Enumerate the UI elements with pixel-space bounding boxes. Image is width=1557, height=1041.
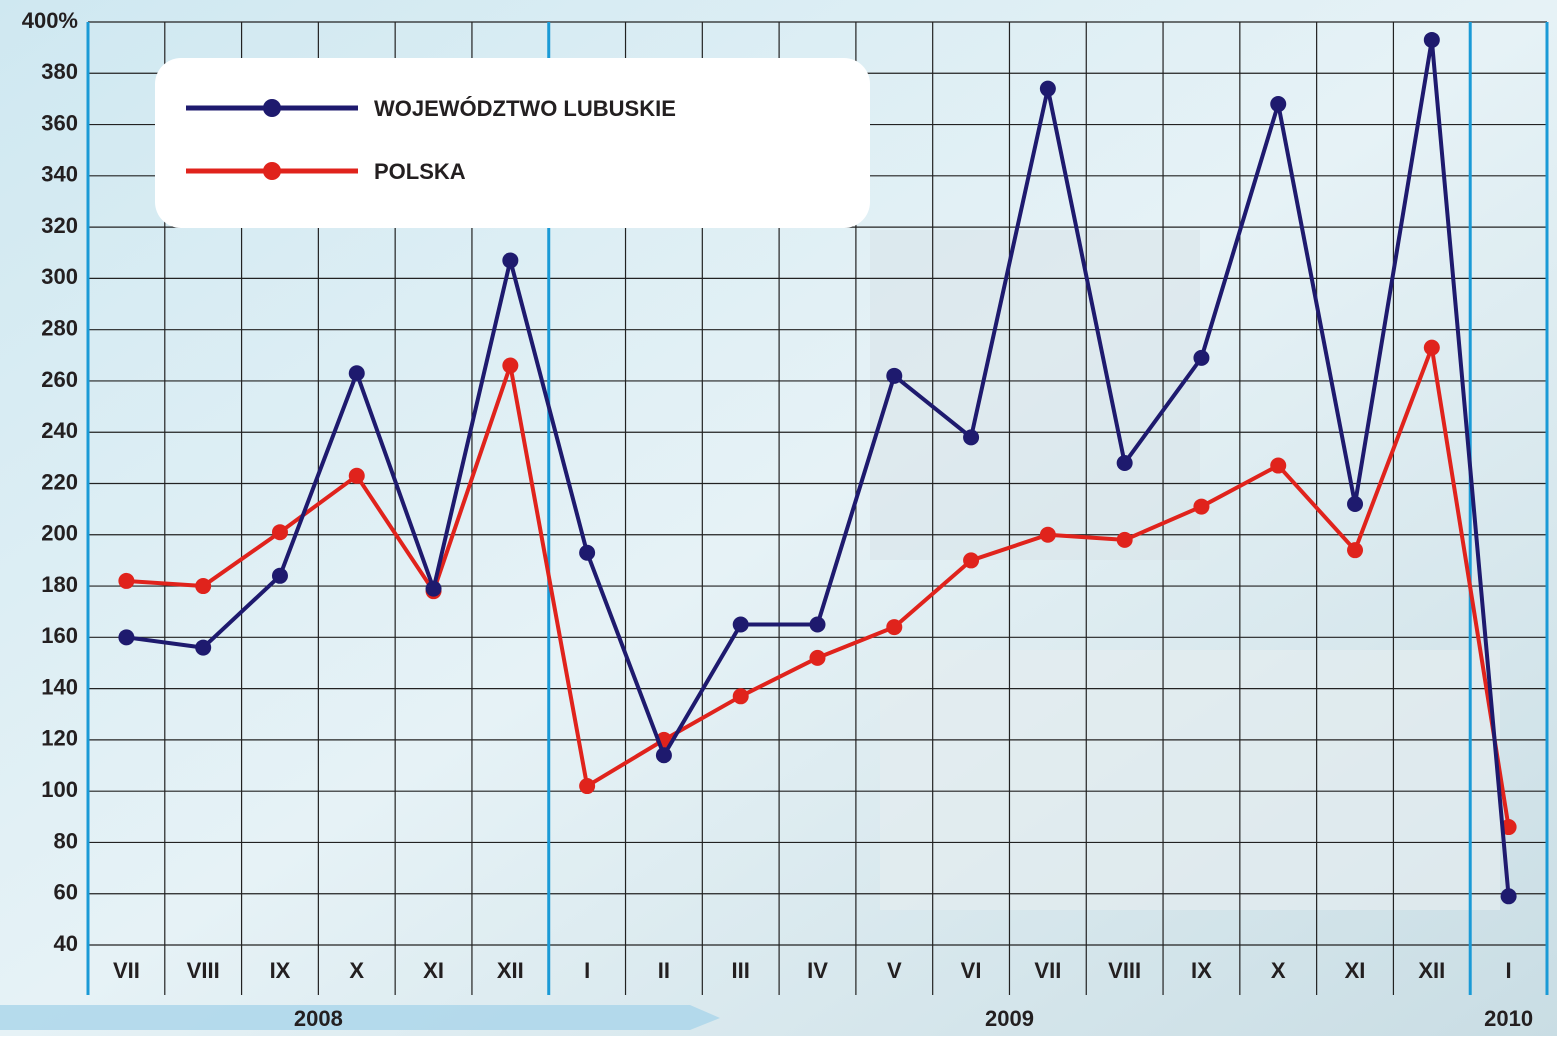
data-point xyxy=(1423,31,1440,48)
data-point xyxy=(1347,542,1364,559)
y-tick-label: 360 xyxy=(41,110,78,135)
y-tick-label: 100 xyxy=(41,777,78,802)
y-tick-label: 200 xyxy=(41,521,78,546)
y-tick-label: 320 xyxy=(41,213,78,238)
x-tick-label: VI xyxy=(961,958,982,983)
data-point xyxy=(425,580,442,597)
data-point xyxy=(348,365,365,382)
data-point xyxy=(118,629,135,646)
legend-marker xyxy=(263,162,281,180)
y-tick-label: 140 xyxy=(41,674,78,699)
x-tick-label: XII xyxy=(1418,958,1445,983)
y-tick-label: 260 xyxy=(41,367,78,392)
background-arrow xyxy=(0,1005,720,1030)
data-point xyxy=(809,616,826,633)
data-point xyxy=(1116,531,1133,548)
data-point xyxy=(1116,454,1133,471)
x-tick-label: XII xyxy=(497,958,524,983)
x-tick-label: IV xyxy=(807,958,828,983)
data-point xyxy=(195,639,212,656)
data-point xyxy=(1500,888,1517,905)
data-point xyxy=(271,567,288,584)
data-point xyxy=(809,649,826,666)
y-tick-label: 300 xyxy=(41,264,78,289)
y-tick-label: 280 xyxy=(41,315,78,340)
data-point xyxy=(118,572,135,589)
data-point xyxy=(1270,457,1287,474)
y-tick-label: 240 xyxy=(41,418,78,443)
x-tick-label: V xyxy=(887,958,902,983)
x-tick-label: IX xyxy=(270,958,291,983)
y-tick-label: 220 xyxy=(41,469,78,494)
data-point xyxy=(1193,349,1210,366)
x-tick-label: IX xyxy=(1191,958,1212,983)
data-point xyxy=(271,524,288,541)
data-point xyxy=(1039,526,1056,543)
x-tick-label: III xyxy=(732,958,750,983)
data-point xyxy=(886,619,903,636)
data-point xyxy=(502,357,519,374)
x-tick-label: X xyxy=(1271,958,1286,983)
data-point xyxy=(348,467,365,484)
x-tick-label: VIII xyxy=(1108,958,1141,983)
y-tick-label: 380 xyxy=(41,59,78,84)
background-decor xyxy=(880,650,1500,910)
y-tick-label: 120 xyxy=(41,726,78,751)
y-tick-label: 80 xyxy=(54,828,78,853)
x-tick-label: VII xyxy=(113,958,140,983)
y-tick-label: 340 xyxy=(41,162,78,187)
x-tick-label: I xyxy=(584,958,590,983)
y-tick-label: 40 xyxy=(54,931,78,956)
data-point xyxy=(579,544,596,561)
data-point xyxy=(502,252,519,269)
legend-marker xyxy=(263,99,281,117)
x-tick-label: XI xyxy=(1345,958,1366,983)
data-point xyxy=(886,367,903,384)
y-tick-label: 160 xyxy=(41,623,78,648)
x-tick-label: VIII xyxy=(187,958,220,983)
year-label: 2009 xyxy=(985,1006,1034,1031)
x-tick-label: II xyxy=(658,958,670,983)
y-tick-label: 180 xyxy=(41,572,78,597)
data-point xyxy=(1347,496,1364,513)
data-point xyxy=(732,688,749,705)
legend-box xyxy=(155,58,870,228)
y-tick-label: 60 xyxy=(54,880,78,905)
data-point xyxy=(732,616,749,633)
y-tick-label: 400% xyxy=(22,8,78,33)
data-point xyxy=(195,578,212,595)
background-decor xyxy=(870,230,1200,560)
legend-label: POLSKA xyxy=(374,159,466,184)
x-tick-label: I xyxy=(1506,958,1512,983)
data-point xyxy=(963,429,980,446)
x-tick-label: VII xyxy=(1034,958,1061,983)
data-point xyxy=(655,747,672,764)
data-point xyxy=(963,552,980,569)
year-label: 2008 xyxy=(294,1006,343,1031)
data-point xyxy=(579,778,596,795)
legend-label: WOJEWÓDZTWO LUBUSKIE xyxy=(374,96,676,121)
data-point xyxy=(1039,80,1056,97)
data-point xyxy=(1193,498,1210,515)
x-tick-label: XI xyxy=(423,958,444,983)
data-point xyxy=(1270,96,1287,113)
year-label: 2010 xyxy=(1484,1006,1533,1031)
data-point xyxy=(1423,339,1440,356)
x-tick-label: X xyxy=(349,958,364,983)
